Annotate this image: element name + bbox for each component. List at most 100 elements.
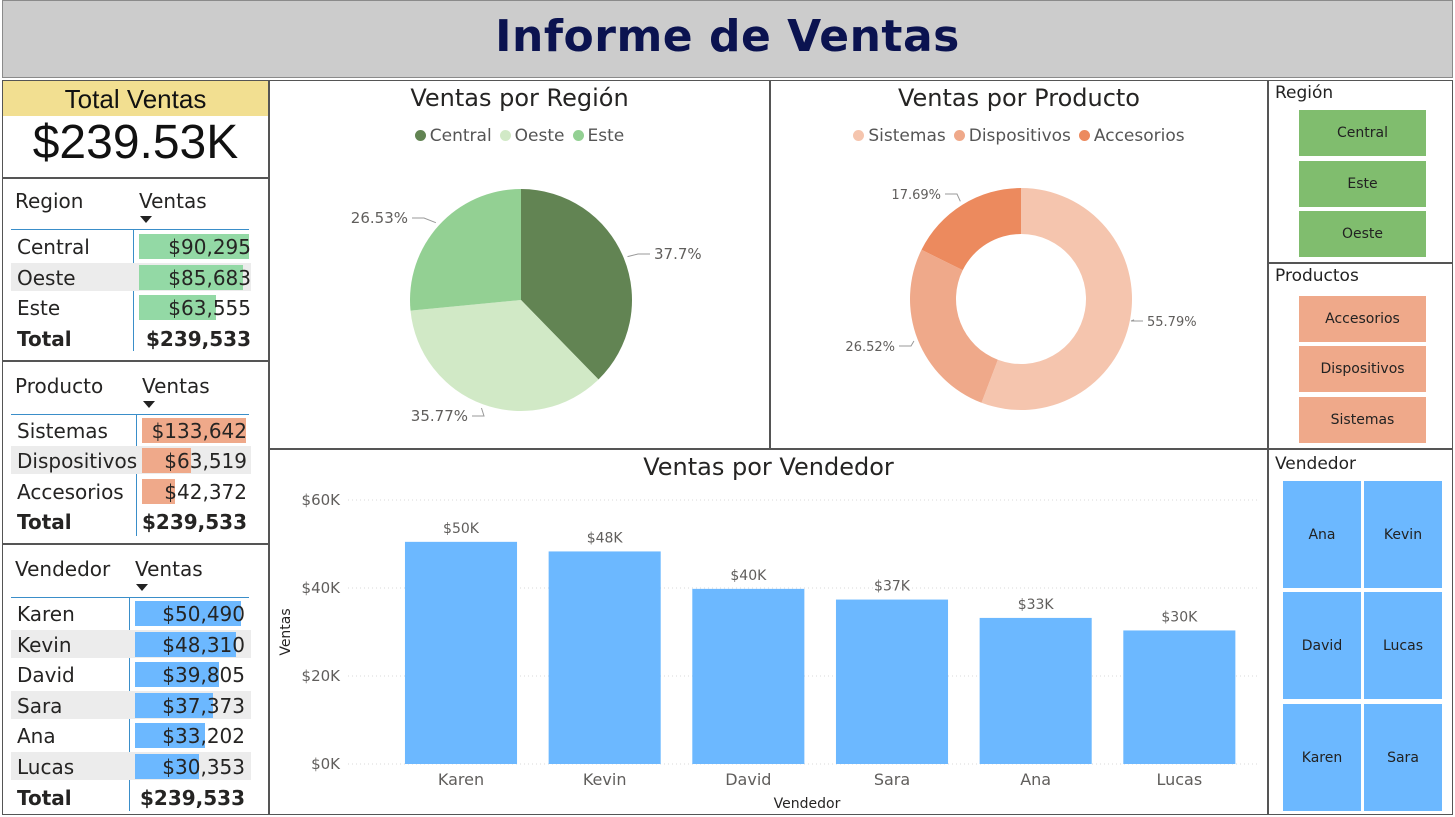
producto-donut-chart[interactable]: 55.79% 26.52% 17.69%	[771, 81, 1266, 447]
slicer-button-kevin[interactable]: Kevin	[1364, 481, 1442, 588]
legend-dot-icon	[953, 130, 965, 141]
table-row[interactable]: Accesorios $42,372	[11, 477, 251, 505]
table-row[interactable]: Central $90,295	[11, 232, 251, 260]
slicer-button-sara[interactable]: Sara	[1364, 704, 1442, 811]
slicer-button-sistemas[interactable]: Sistemas	[1299, 397, 1426, 443]
legend-item[interactable]: Central	[414, 126, 492, 146]
x-tick-label: Sara	[874, 770, 910, 789]
x-tick-label: Lucas	[1156, 770, 1202, 789]
legend-dot-icon	[414, 130, 426, 141]
bar-karen[interactable]	[404, 541, 518, 764]
bar-data-label: $30K	[1161, 609, 1198, 625]
slicer-button-karen[interactable]: Karen	[1283, 704, 1361, 811]
y-tick-label: $20K	[302, 667, 342, 685]
data-bar	[142, 478, 175, 504]
bar-data-label: $48K	[587, 530, 624, 546]
slicer-button-central[interactable]: Central	[1299, 110, 1426, 156]
region-pie-chart[interactable]: 37.7% 35.77% 26.53%	[270, 81, 768, 447]
legend-label: Oeste	[514, 126, 565, 146]
row-value: $30,353	[162, 755, 245, 779]
slicer-button-este[interactable]: Este	[1299, 161, 1426, 207]
pie-slice-dispositivos[interactable]	[910, 249, 998, 403]
row-name: David	[17, 663, 75, 688]
legend-item[interactable]: Accesorios	[1078, 126, 1185, 146]
table-row[interactable]: Sara $37,373	[11, 690, 251, 719]
sort-arrow-icon[interactable]	[140, 216, 152, 223]
row-name: Central	[17, 235, 90, 259]
total-label: Total	[17, 785, 72, 810]
slice-data-label: 26.52%	[845, 340, 895, 355]
bar-ana[interactable]	[979, 617, 1092, 764]
row-name: Dispositivos	[17, 449, 138, 474]
data-bar	[139, 264, 244, 290]
bar-sara[interactable]	[835, 599, 949, 764]
x-axis-title: Vendedor	[774, 796, 841, 812]
vendedor-table-header-ventas[interactable]: Ventas	[135, 557, 203, 581]
y-axis-title: Ventas	[278, 608, 294, 655]
producto-donut-legend: Sistemas Dispositivos Accesorios	[771, 126, 1267, 146]
vendedor-bar-panel: Ventas por Vendedor $0K $20K $40K $60K $50K K…	[269, 449, 1268, 815]
producto-donut-title: Ventas por Producto	[897, 84, 1140, 112]
bar-lucas[interactable]	[1123, 630, 1236, 764]
table-row[interactable]: Lucas $30,353	[11, 752, 251, 780]
total-value: $239,533	[141, 509, 247, 534]
data-bar	[135, 662, 219, 688]
header-divider	[11, 229, 249, 230]
pie-slice-oeste[interactable]	[410, 300, 599, 412]
pie-slice-este[interactable]	[410, 189, 521, 311]
leader-line	[412, 217, 437, 224]
productos-slicer-title: Productos	[1275, 266, 1359, 286]
slicer-button-oeste[interactable]: Oeste	[1299, 211, 1426, 257]
legend-item[interactable]: Este	[572, 126, 624, 146]
row-value: $42,372	[164, 479, 247, 504]
total-value: $239,533	[145, 326, 251, 351]
row-name: Ana	[17, 724, 56, 749]
table-row[interactable]: Ana $33,202	[11, 721, 251, 749]
vendedor-slicer: Vendedor Ana Kevin David Lucas Karen Sara	[1268, 449, 1453, 815]
vendedor-slicer-title: Vendedor	[1275, 454, 1356, 474]
table-row[interactable]: Sistemas $133,642	[11, 416, 251, 444]
slicer-button-accesorios[interactable]: Accesorios	[1299, 296, 1426, 342]
pie-slice-accesorios[interactable]	[921, 188, 1021, 271]
leader-line	[627, 253, 650, 258]
legend-dot-icon	[499, 130, 511, 141]
legend-item[interactable]: Dispositivos	[953, 126, 1071, 146]
bar-data-label: $37K	[874, 579, 911, 595]
sort-arrow-icon[interactable]	[143, 401, 155, 408]
slicer-button-david[interactable]: David	[1283, 592, 1361, 699]
bar-david[interactable]	[692, 588, 805, 764]
row-name: Karen	[17, 602, 75, 626]
slicer-button-ana[interactable]: Ana	[1283, 481, 1361, 588]
row-value: $133,642	[151, 419, 247, 443]
table-row[interactable]: David $39,805	[11, 660, 251, 688]
leader-line	[1130, 319, 1143, 322]
sort-arrow-icon[interactable]	[136, 584, 148, 591]
bar-kevin[interactable]	[548, 551, 661, 764]
table-row[interactable]: Oeste $85,683	[11, 262, 251, 291]
slicer-button-dispositivos[interactable]: Dispositivos	[1299, 346, 1426, 392]
table-row[interactable]: Este $63,555	[11, 293, 251, 321]
pie-slice-central[interactable]	[521, 189, 632, 380]
legend-label: Central	[429, 126, 492, 146]
slicer-button-lucas[interactable]: Lucas	[1364, 592, 1442, 699]
kpi-label: Total Ventas	[3, 81, 268, 116]
x-tick-label: Karen	[438, 770, 484, 789]
row-value: $63,519	[164, 449, 247, 474]
table-row[interactable]: Karen $50,490	[11, 599, 251, 627]
table-total-row: Total $239,533	[11, 507, 251, 535]
x-tick-label: David	[725, 770, 771, 789]
legend-item[interactable]: Sistemas	[853, 126, 946, 146]
pie-slice-sistemas[interactable]	[981, 188, 1132, 411]
region-table-header-ventas[interactable]: Ventas	[139, 189, 207, 213]
legend-dot-icon	[572, 130, 584, 141]
vendedor-bar-chart[interactable]: $0K $20K $40K $60K $50K Karen $48K Kevin $40K Dav…	[270, 450, 1266, 813]
total-value: $239,533	[139, 785, 245, 810]
producto-table-header-ventas[interactable]: Ventas	[142, 374, 210, 398]
legend-item[interactable]: Oeste	[499, 126, 565, 146]
vendedor-table-header-vendedor: Vendedor	[15, 557, 111, 581]
data-bar	[139, 295, 217, 320]
row-name: Este	[17, 296, 61, 320]
table-row[interactable]: Kevin $48,310	[11, 629, 251, 658]
leader-line	[472, 407, 485, 417]
table-row[interactable]: Dispositivos $63,519	[11, 446, 251, 475]
